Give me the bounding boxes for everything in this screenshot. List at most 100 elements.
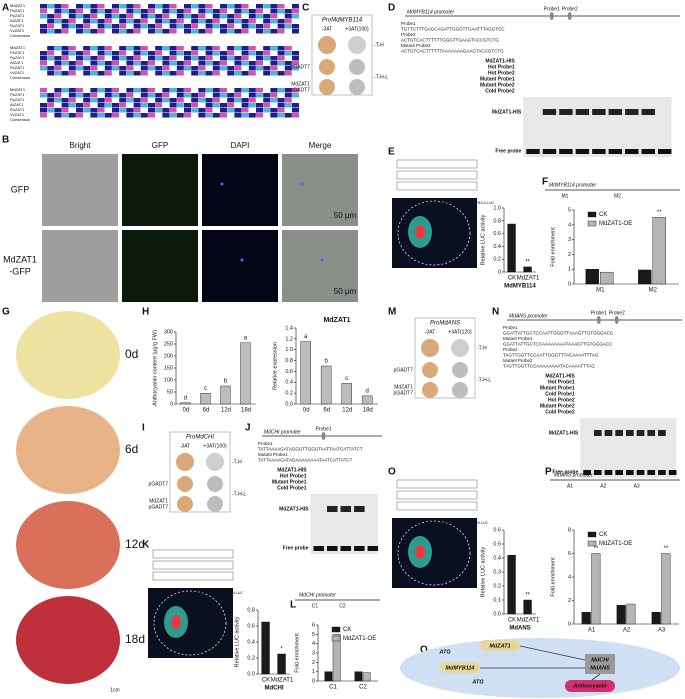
media-label: -T-H-L <box>374 74 388 80</box>
alignment-cell <box>198 9 206 14</box>
x-tick-label: CK <box>262 678 270 684</box>
alignment-cell <box>61 113 69 118</box>
band-label: MdZAT1-HIS <box>279 506 309 512</box>
sequence-name: RcZAT1 <box>10 23 25 28</box>
diagram-label: ATG <box>471 679 484 685</box>
alignment-cell <box>68 103 76 108</box>
panel-label: L <box>290 600 296 611</box>
panel-label: C <box>302 3 309 14</box>
y-tick-label: 0 <box>568 621 571 627</box>
alignment-cell <box>292 24 299 29</box>
alignment-cell <box>54 108 62 113</box>
alignment-cell <box>54 113 62 118</box>
alignment-cell <box>284 51 292 56</box>
sequence: Mutant Probe1 <box>258 452 288 457</box>
alignment-cell <box>241 24 249 29</box>
gel-band <box>636 430 645 436</box>
alignment-cell <box>126 103 134 108</box>
gel-band <box>625 109 639 115</box>
alignment-cell <box>234 61 242 66</box>
alignment-cell <box>68 88 76 93</box>
row-label: pGADT7 <box>149 481 169 487</box>
alignment-cell <box>270 93 278 98</box>
row-label: Mutant Probe1 <box>540 385 575 391</box>
leaf-label: MdZAT1-62SK +pMdMYB114-LUC <box>440 201 495 205</box>
alignment-cell <box>191 56 199 61</box>
panel-label: A <box>2 3 9 14</box>
y-tick-label: 0.4 <box>285 380 293 386</box>
alignment-cell <box>198 19 206 24</box>
alignment-cell <box>176 61 184 66</box>
alignment-cell <box>227 66 235 71</box>
construct <box>396 170 478 180</box>
alignment-cell <box>277 98 285 103</box>
significance-label: d <box>184 395 187 401</box>
alignment-cell <box>133 14 141 19</box>
y-tick-label: 0.2 <box>493 257 501 263</box>
alignment-cell <box>119 56 127 61</box>
alignment-cell <box>256 113 263 118</box>
x-tick-label: MdZAT1 <box>271 678 294 684</box>
arrow <box>591 673 601 681</box>
alignment-cell <box>54 9 62 14</box>
alignment-cell <box>263 9 271 14</box>
promoter-title: MdANS promoter <box>554 472 593 478</box>
alignment-cell <box>40 29 47 34</box>
alignment-cell <box>277 71 285 76</box>
alignment-cell <box>270 51 278 56</box>
alignment-cell <box>176 98 184 103</box>
alignment-cell <box>40 103 47 108</box>
alignment-cell <box>198 71 206 76</box>
gel-band <box>542 149 557 154</box>
alignment-cell <box>90 108 98 113</box>
alignment-cell <box>126 61 134 66</box>
alignment-cell <box>76 19 83 24</box>
bar <box>523 266 532 273</box>
alignment-cell <box>256 56 263 61</box>
y-tick-label: 50 <box>167 389 173 395</box>
alignment-cell <box>234 108 242 113</box>
significance-label: a <box>304 334 308 340</box>
alignment-cell <box>176 19 184 24</box>
alignment-cell <box>40 9 47 14</box>
alignment-cell <box>248 66 256 71</box>
alignment-cell <box>284 66 292 71</box>
alignment-cell <box>133 29 141 34</box>
alignment-cell <box>140 29 148 34</box>
probe-site <box>596 316 601 324</box>
column-label: Bright <box>70 141 92 150</box>
alignment-cell <box>162 19 170 24</box>
alignment-cell <box>284 29 292 34</box>
alignment-cell <box>205 9 213 14</box>
alignment-cell <box>284 56 292 61</box>
x-tick-label: M2 <box>649 288 658 294</box>
alignment-cell <box>76 71 83 76</box>
x-tick-label: M1 <box>596 288 605 294</box>
alignment-cell <box>277 29 285 34</box>
alignment-cell <box>148 51 155 56</box>
alignment-cell <box>256 88 263 93</box>
alignment-cell <box>263 4 271 9</box>
alignment-cell <box>220 113 227 118</box>
alignment-cell <box>292 14 299 19</box>
y-tick-label: 5 <box>568 207 571 213</box>
panel-label: M <box>388 307 396 318</box>
alignment-cell <box>104 4 112 9</box>
alignment-cell <box>277 9 285 14</box>
alignment-cell <box>212 103 220 108</box>
alignment-cell <box>148 88 155 93</box>
alignment-cell <box>68 56 76 61</box>
alignment-cell <box>256 14 263 19</box>
sequence-name: MdZAT1 <box>10 87 26 92</box>
y-tick-label: 0 <box>170 401 173 407</box>
alignment-cell <box>263 29 271 34</box>
alignment-cell <box>97 24 105 29</box>
alignment-cell <box>220 24 227 29</box>
panel-label: G <box>2 307 10 318</box>
alignment-cell <box>292 61 299 66</box>
alignment-cell <box>126 88 134 93</box>
gel-band <box>354 546 365 551</box>
sequence-name: MdZAT1 <box>10 3 26 8</box>
node <box>565 680 615 692</box>
alignment-cell <box>248 71 256 76</box>
